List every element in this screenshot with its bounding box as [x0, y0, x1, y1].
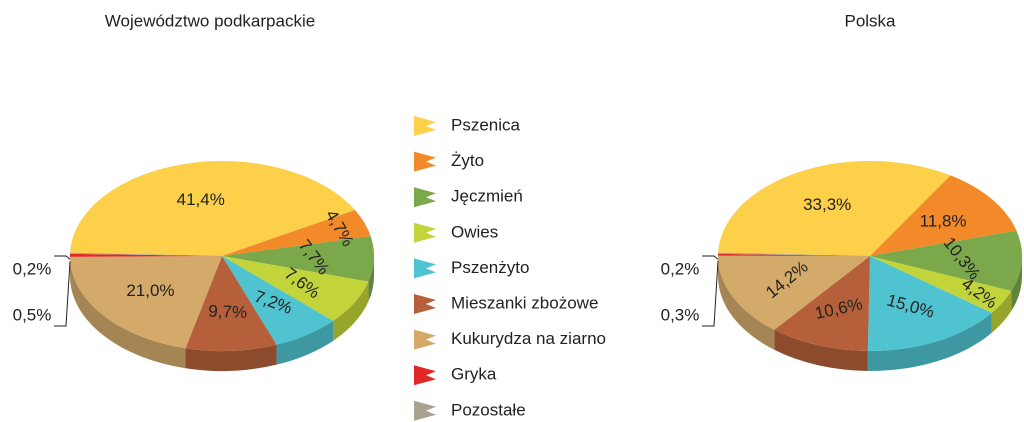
slice [70, 252, 222, 256]
slice-side [991, 291, 1012, 333]
legend-label: Pozostałe [451, 400, 526, 419]
legend-swatch [414, 365, 436, 386]
legend-label: Jęczmień [451, 187, 523, 206]
legend-swatch [414, 294, 436, 314]
legend-swatch [414, 116, 436, 136]
slice-side [368, 256, 374, 302]
slice [222, 256, 369, 321]
data-label: 41,4% [177, 190, 225, 209]
slice [718, 252, 870, 256]
chart-title: Województwo podkarpackie [105, 11, 315, 30]
legend-label: Pszenżyto [451, 258, 529, 277]
data-label: 9,7% [208, 302, 247, 322]
legend-label: Żyto [451, 151, 484, 170]
slice [70, 161, 355, 256]
legend-swatch [414, 222, 436, 243]
slice [69, 253, 222, 257]
slice [185, 256, 277, 351]
slice-side [867, 312, 992, 371]
legend-label: Owies [451, 222, 498, 241]
data-label: 0,5% [13, 305, 52, 324]
slice-side [774, 329, 868, 371]
slice [870, 256, 1012, 313]
legend-swatch [414, 151, 436, 172]
data-label: 0,2% [13, 259, 52, 278]
slice [867, 256, 992, 351]
slice-side [1011, 256, 1022, 312]
slice [718, 253, 870, 256]
leader-line [702, 260, 719, 327]
slice [222, 210, 371, 256]
leader-line [54, 255, 71, 260]
slice [870, 230, 1023, 292]
slice [718, 160, 951, 256]
slice-side [276, 320, 334, 365]
slice-side [333, 281, 369, 341]
data-label: 0,3% [661, 305, 700, 324]
chart-title: Polska [844, 11, 896, 30]
legend-label: Mieszanki zbożowe [451, 293, 598, 312]
data-label: 11,8% [920, 211, 967, 230]
legend-swatch [414, 329, 436, 350]
slice-side [70, 256, 186, 369]
data-label: 0,2% [661, 259, 700, 278]
legend-label: Pszenica [451, 115, 521, 134]
leader-line [702, 255, 719, 260]
legend-swatch [414, 187, 436, 208]
slice [774, 256, 870, 351]
slice [870, 175, 1017, 256]
leader-line [54, 261, 71, 327]
legend-label: Kukurydza na ziarno [451, 329, 606, 348]
legend-swatch [414, 400, 436, 421]
data-label: 33,3% [803, 195, 851, 214]
legend-label: Gryka [451, 365, 497, 384]
slice [70, 256, 223, 349]
slice [222, 236, 374, 282]
data-label: 21,0% [126, 281, 174, 300]
slice-side [718, 256, 775, 350]
slice-side [185, 344, 277, 371]
slice [222, 256, 334, 345]
slice [718, 255, 870, 330]
legend-swatch [414, 258, 436, 279]
